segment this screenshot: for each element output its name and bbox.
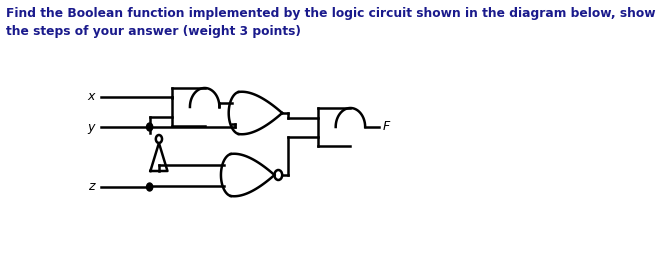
Text: F: F — [382, 120, 390, 133]
Text: Find the Boolean function implemented by the logic circuit shown in the diagram : Find the Boolean function implemented by… — [6, 7, 656, 38]
Circle shape — [146, 123, 153, 131]
Circle shape — [146, 183, 153, 191]
Text: y: y — [88, 120, 95, 133]
Text: x: x — [88, 90, 95, 103]
Text: z: z — [88, 180, 94, 194]
